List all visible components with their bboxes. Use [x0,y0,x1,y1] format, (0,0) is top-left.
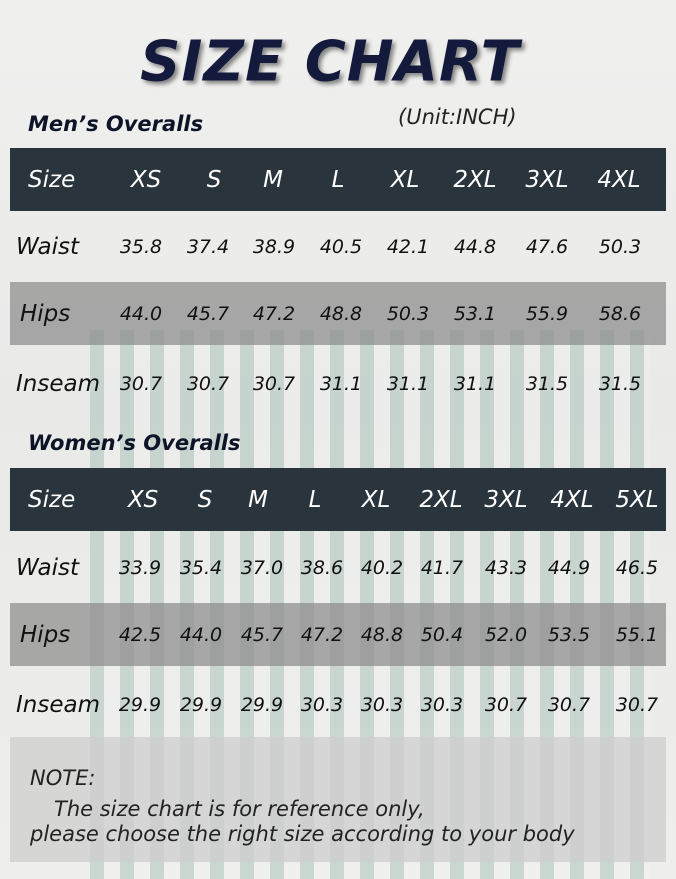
row-label: Waist [16,234,79,260]
cell: 50.3 [386,303,430,325]
row-label: Hips [20,301,71,327]
cell: 43.3 [484,557,528,579]
cell: 35.4 [179,557,223,579]
cell: 30.7 [547,694,591,716]
header-cell: 3XL [525,167,569,193]
cell: 53.1 [453,303,497,325]
cell: 31.1 [319,373,363,395]
cell: 30.3 [420,694,464,716]
cell: 44.9 [547,557,591,579]
header-band [10,468,666,531]
cell: 50.3 [598,236,642,258]
cell: 48.8 [360,624,404,646]
header-cell: Size [28,167,76,193]
header-cell: 3XL [484,487,528,513]
cell: 45.7 [240,624,284,646]
cell: 40.5 [319,236,363,258]
cell: 30.7 [252,373,296,395]
header-cell: XS [127,487,159,513]
note-line: please choose the right size according t… [30,822,575,846]
cell: 47.6 [525,236,569,258]
title: SIZE CHART [140,29,520,95]
note-line: The size chart is for reference only, [54,797,425,821]
header-cell: L [331,167,345,193]
cell: 37.0 [240,557,284,579]
cell: 37.4 [186,236,230,258]
cell: 44.0 [179,624,223,646]
cell: 47.2 [252,303,296,325]
header-cell: 5XL [615,487,659,513]
cell: 31.5 [598,373,642,395]
unit: (Unit:INCH) [398,105,517,129]
cell: 41.7 [420,557,464,579]
cell: 44.0 [119,303,163,325]
cell: 30.7 [119,373,163,395]
header-cell: 2XL [419,487,463,513]
header-cell: XL [361,487,391,513]
cell: 29.9 [240,694,284,716]
header-cell: 4XL [597,167,641,193]
cell: 55.1 [615,624,659,646]
cell: 55.9 [525,303,569,325]
cell: 33.9 [118,557,162,579]
header-cell: 2XL [453,167,497,193]
row-band [10,603,666,666]
cell: 50.4 [420,624,464,646]
cell: 38.9 [252,236,296,258]
header-cell: Size [28,487,76,513]
cell: 30.3 [300,694,344,716]
cell: 29.9 [179,694,223,716]
cell: 35.8 [119,236,163,258]
header-cell: M [263,167,283,193]
header-cell: M [248,487,268,513]
cell: 30.7 [186,373,230,395]
cell: 53.5 [547,624,591,646]
note-box [10,737,666,862]
cell: 42.5 [118,624,162,646]
cell: 31.1 [453,373,497,395]
cell: 48.8 [319,303,363,325]
cell: 31.1 [386,373,430,395]
header-band [10,148,666,211]
section-title: Women’s Overalls [28,431,241,455]
cell: 45.7 [186,303,230,325]
header-cell: XL [390,167,420,193]
cell: 38.6 [300,557,344,579]
row-label: Waist [16,555,79,581]
section-title: Men’s Overalls [28,112,204,136]
cell: 30.3 [360,694,404,716]
cell: 42.1 [386,236,430,258]
header-cell: 4XL [550,487,594,513]
header-cell: L [308,487,322,513]
row-band [10,282,666,345]
header-cell: XS [130,167,162,193]
cell: 52.0 [484,624,528,646]
cell: 47.2 [300,624,344,646]
cell: 46.5 [615,557,659,579]
header-cell: S [197,487,213,513]
row-label: Inseam [16,692,100,718]
note-heading: NOTE: [30,766,96,790]
cell: 30.7 [615,694,659,716]
header-cell: S [206,167,222,193]
cell: 44.8 [453,236,497,258]
cell: 58.6 [598,303,642,325]
row-label: Hips [20,622,71,648]
cell: 40.2 [360,557,404,579]
cell: 30.7 [484,694,528,716]
row-label: Inseam [16,371,100,397]
cell: 29.9 [118,694,162,716]
cell: 31.5 [525,373,569,395]
